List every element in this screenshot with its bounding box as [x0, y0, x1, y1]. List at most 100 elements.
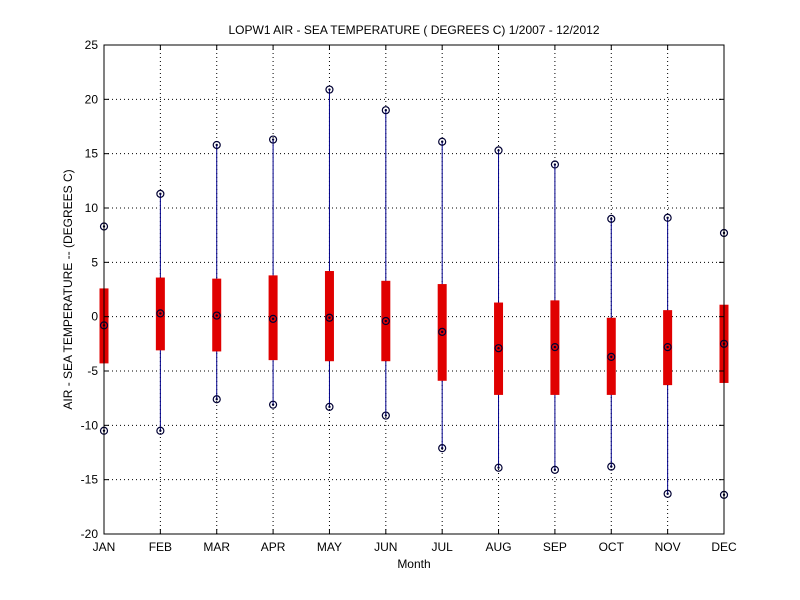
max-marker-dot — [271, 138, 275, 141]
median-marker — [381, 316, 390, 326]
box-group-nov — [663, 213, 673, 498]
median-marker — [268, 314, 278, 323]
min-marker — [381, 411, 390, 420]
max-marker-dot — [553, 163, 557, 166]
x-tick-label: FEB — [149, 540, 172, 554]
max-marker — [156, 189, 165, 198]
min-marker-dot — [610, 465, 613, 468]
max-marker-dot — [666, 216, 669, 219]
max-marker — [550, 160, 560, 169]
min-marker-dot — [215, 398, 218, 401]
median-marker — [663, 342, 672, 352]
y-tick-label: 20 — [85, 92, 99, 106]
x-tick-label: DEC — [711, 540, 737, 554]
box-group-feb — [155, 189, 165, 435]
min-marker-dot — [328, 405, 331, 409]
min-marker — [156, 426, 165, 435]
x-tick-label: MAR — [203, 540, 230, 554]
median-marker-dot — [440, 330, 444, 334]
max-marker — [325, 85, 334, 94]
max-marker-dot — [497, 149, 500, 152]
max-marker — [494, 146, 503, 155]
median-marker-dot — [553, 345, 557, 349]
median-marker-dot — [610, 355, 613, 359]
x-tick-label: JUN — [374, 540, 397, 554]
min-marker — [663, 489, 672, 498]
grid-layer — [104, 45, 724, 534]
x-tick-label: SEP — [543, 540, 567, 554]
x-tick-label: JUL — [432, 540, 454, 554]
median-marker-dot — [215, 314, 218, 317]
x-tick-label: MAY — [317, 540, 342, 554]
max-marker-dot — [215, 143, 218, 147]
min-marker-dot — [271, 403, 275, 406]
x-tick-label: AUG — [486, 540, 512, 554]
max-marker-dot — [328, 88, 331, 91]
max-marker — [663, 213, 672, 222]
y-tick-label: -15 — [81, 473, 99, 487]
min-marker — [494, 463, 503, 472]
y-axis-title: AIR - SEA TEMPERATURE -- (DEGREES C) — [61, 169, 75, 409]
box-group-sep — [550, 160, 560, 474]
max-marker — [438, 137, 447, 146]
median-marker — [212, 311, 221, 320]
y-tick-label: 15 — [85, 147, 99, 161]
median-marker — [550, 342, 560, 352]
median-marker — [607, 352, 616, 361]
median-marker-dot — [497, 346, 500, 350]
y-tick-label: -5 — [87, 364, 98, 378]
marks-layer — [99, 85, 729, 499]
min-marker — [212, 395, 221, 404]
min-marker — [268, 400, 278, 409]
min-marker — [550, 465, 560, 474]
min-marker — [438, 444, 447, 453]
max-marker-dot — [610, 217, 613, 221]
min-marker — [607, 462, 616, 471]
min-marker-dot — [666, 492, 669, 495]
median-marker-dot — [666, 345, 669, 349]
max-marker — [381, 106, 390, 115]
max-marker-dot — [384, 109, 388, 112]
x-tick-label: APR — [261, 540, 286, 554]
min-marker-dot — [440, 446, 444, 450]
max-marker — [268, 135, 278, 144]
box-group-apr — [268, 135, 278, 409]
min-marker — [325, 402, 334, 411]
ticks-layer: -20 -15 -10 -5 0 5 10 15 20 25 JAN FEB MAR APR MAY JUN J… — [81, 38, 737, 554]
median-marker — [494, 344, 503, 353]
max-marker — [607, 214, 616, 223]
median-marker — [156, 309, 165, 318]
median-marker-dot — [384, 319, 388, 323]
y-tick-label: 0 — [91, 310, 98, 324]
max-marker-dot — [159, 192, 162, 196]
box-group-aug — [494, 146, 504, 472]
box-group-oct — [606, 214, 616, 471]
median-marker — [325, 313, 334, 322]
box-group-jul — [437, 137, 447, 453]
median-marker-dot — [159, 312, 162, 315]
min-marker-dot — [384, 414, 388, 417]
min-marker-dot — [159, 429, 162, 432]
x-axis-title: Month — [397, 557, 430, 571]
x-tick-label: OCT — [599, 540, 625, 554]
y-tick-label: -20 — [81, 527, 99, 541]
y-tick-label: 25 — [85, 38, 99, 52]
min-marker-dot — [553, 468, 557, 472]
x-tick-label: NOV — [655, 540, 681, 554]
box-group-jun — [381, 106, 391, 420]
box-group-may — [324, 85, 334, 411]
max-marker — [212, 140, 221, 150]
median-marker-dot — [271, 317, 275, 321]
plot-frame — [103, 44, 725, 535]
median-marker-dot — [328, 316, 331, 319]
iqr-box — [324, 271, 334, 362]
chart-title: LOPW1 AIR - SEA TEMPERATURE ( DEGREES C)… — [228, 23, 599, 37]
y-tick-label: 5 — [91, 255, 98, 269]
box-group-mar — [212, 140, 222, 404]
median-marker — [438, 327, 447, 336]
x-tick-label: JAN — [93, 540, 116, 554]
y-tick-label: 10 — [85, 201, 99, 215]
max-marker-dot — [440, 140, 444, 143]
